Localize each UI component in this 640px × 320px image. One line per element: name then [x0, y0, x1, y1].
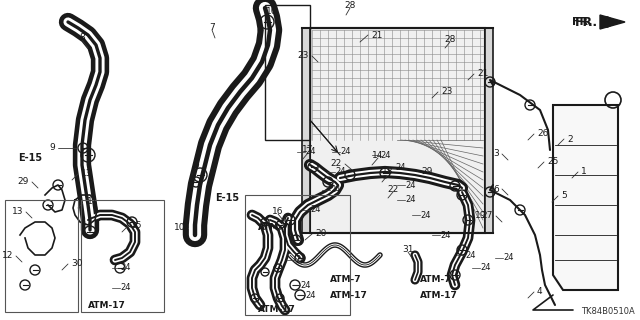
Text: 20: 20: [315, 229, 326, 238]
Text: 3: 3: [493, 149, 499, 158]
Text: 18: 18: [382, 167, 394, 177]
Text: ATM-17: ATM-17: [258, 306, 296, 315]
Text: 19: 19: [475, 211, 486, 220]
Text: 21: 21: [477, 69, 488, 78]
Text: ATM-7: ATM-7: [420, 276, 452, 284]
Text: 24: 24: [305, 148, 316, 156]
Polygon shape: [600, 15, 625, 29]
Bar: [310, 28, 485, 233]
Text: 24: 24: [120, 263, 131, 273]
Bar: [245, 195, 350, 315]
Text: 6: 6: [493, 185, 499, 194]
Text: 24: 24: [503, 253, 513, 262]
Text: 16: 16: [272, 206, 284, 215]
Text: 24: 24: [335, 167, 346, 177]
Text: 4: 4: [537, 287, 543, 297]
Text: 10: 10: [266, 6, 278, 15]
Text: 29: 29: [18, 178, 29, 187]
Text: 24: 24: [380, 150, 390, 159]
Bar: [302, 28, 310, 233]
Text: 23: 23: [298, 52, 309, 60]
Text: 21: 21: [371, 30, 382, 39]
Text: 30: 30: [71, 260, 83, 268]
Text: 9: 9: [49, 143, 55, 153]
Text: 31: 31: [403, 244, 413, 253]
Text: 24: 24: [405, 180, 415, 189]
Text: 15: 15: [131, 221, 143, 230]
Text: 28: 28: [444, 35, 456, 44]
Text: 24: 24: [120, 284, 131, 292]
Text: 26: 26: [537, 130, 548, 139]
Text: 28: 28: [344, 1, 356, 10]
Text: 2: 2: [567, 134, 573, 143]
Text: 9: 9: [193, 161, 199, 170]
Polygon shape: [553, 105, 618, 290]
Text: 17: 17: [302, 146, 314, 155]
Text: 24: 24: [300, 281, 310, 290]
Text: 23: 23: [441, 87, 452, 97]
Text: 24: 24: [395, 164, 406, 172]
Text: 24: 24: [480, 263, 490, 273]
Text: 25: 25: [547, 157, 558, 166]
Text: 12: 12: [2, 252, 13, 260]
Text: 5: 5: [561, 191, 567, 201]
Text: 24: 24: [305, 291, 316, 300]
Text: 8: 8: [79, 33, 85, 42]
Text: ATM-17: ATM-17: [330, 291, 368, 300]
Text: 7: 7: [209, 22, 215, 31]
Text: E-15: E-15: [215, 193, 239, 203]
Text: 24: 24: [420, 211, 431, 220]
Text: 24: 24: [405, 196, 415, 204]
Text: 24: 24: [440, 230, 451, 239]
Text: FR.: FR.: [575, 15, 598, 28]
Text: 24: 24: [310, 205, 321, 214]
Bar: [485, 28, 493, 233]
Text: 22: 22: [331, 159, 342, 169]
Text: 24: 24: [340, 148, 351, 156]
Text: 29: 29: [421, 167, 433, 177]
Text: 10: 10: [173, 223, 185, 233]
Text: ATM-7: ATM-7: [330, 276, 362, 284]
Text: 27: 27: [482, 212, 493, 220]
Text: 13: 13: [81, 170, 93, 179]
Text: 24: 24: [465, 251, 476, 260]
Bar: [81, 200, 164, 312]
Text: ATM-17: ATM-17: [88, 300, 126, 309]
Text: 14: 14: [372, 150, 384, 159]
Text: 24: 24: [295, 255, 305, 265]
Text: 22: 22: [387, 185, 399, 194]
Text: 11: 11: [87, 197, 99, 206]
Text: 13: 13: [12, 207, 23, 217]
Text: E-15: E-15: [18, 153, 42, 163]
Text: 24: 24: [330, 186, 340, 195]
Text: 1: 1: [581, 167, 587, 177]
Text: FR.: FR.: [572, 17, 593, 27]
Text: ATM-17: ATM-17: [420, 291, 458, 300]
Bar: [5, 200, 78, 312]
Text: TK84B0510A: TK84B0510A: [581, 308, 635, 316]
Text: ATM-7: ATM-7: [258, 223, 290, 233]
